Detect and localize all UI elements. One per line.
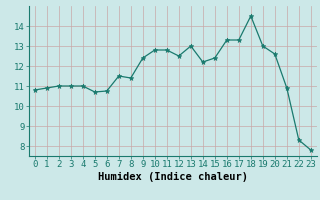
X-axis label: Humidex (Indice chaleur): Humidex (Indice chaleur) [98,172,248,182]
